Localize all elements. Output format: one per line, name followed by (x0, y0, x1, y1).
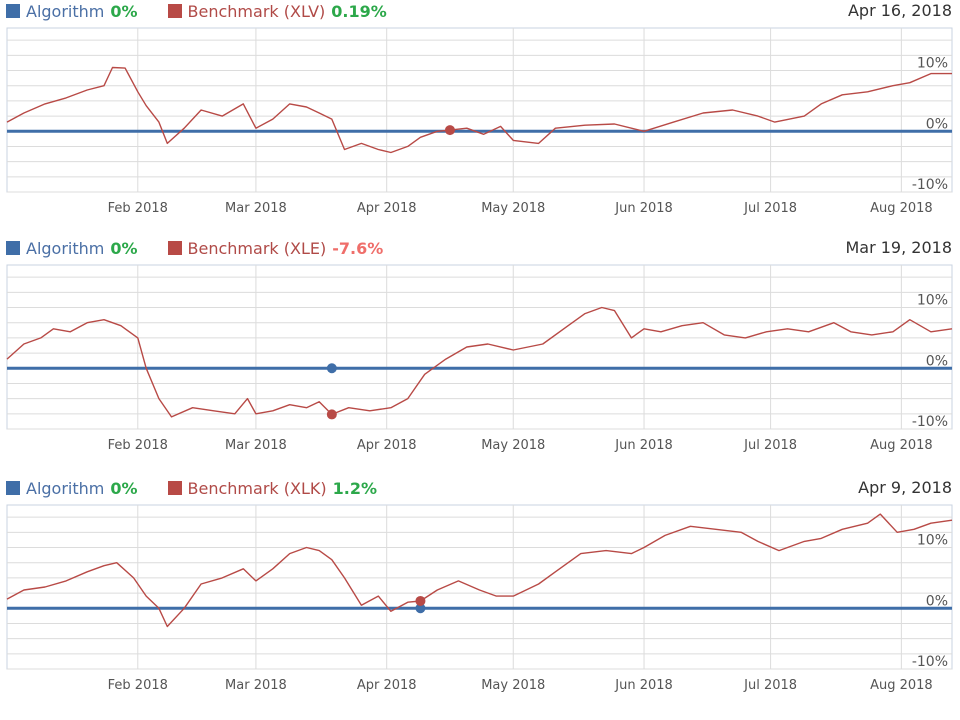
x-tick-label: May 2018 (481, 438, 545, 453)
x-tick-label: Feb 2018 (108, 438, 168, 453)
benchmark-swatch-icon (167, 481, 182, 495)
x-tick-label: Apr 2018 (357, 201, 417, 216)
x-tick-label: Jun 2018 (614, 201, 673, 216)
plot-area (6, 264, 953, 430)
x-tick-label: Mar 2018 (225, 438, 287, 453)
y-tick-label: 10% (917, 56, 948, 72)
algorithm-swatch-icon (6, 241, 20, 255)
algorithm-return: 0% (110, 1, 138, 21)
hover-date: Apr 16, 2018 (847, 1, 952, 20)
benchmark-label: Benchmark (XLK) (187, 478, 327, 498)
y-tick-label: -10% (912, 177, 948, 193)
benchmark-label: Benchmark (XLE) (187, 238, 327, 258)
x-tick-label: Jul 2018 (743, 201, 797, 216)
legend: Algorithm 0% Benchmark (XLK) 1.2% (6, 477, 407, 499)
y-tick-label: 0% (926, 353, 948, 369)
x-tick-label: May 2018 (481, 678, 545, 693)
y-tick-label: 0% (926, 116, 948, 132)
x-tick-label: Aug 2018 (870, 438, 933, 453)
plot-area (6, 504, 953, 670)
line-chart[interactable]: Feb 2018 Mar 2018 Apr 2018 May 2018 Jun 2018… (0, 499, 960, 719)
x-tick-label: Apr 2018 (357, 438, 417, 453)
x-tick-label: Mar 2018 (225, 678, 287, 693)
legend-benchmark[interactable]: Benchmark (XLE) -7.6% (167, 238, 384, 258)
x-tick-label: Aug 2018 (870, 678, 933, 693)
x-tick-label: May 2018 (481, 201, 545, 216)
y-tick-label: -10% (912, 414, 948, 430)
algorithm-return: 0% (110, 478, 138, 498)
x-tick-label: Mar 2018 (225, 201, 287, 216)
benchmark-label: Benchmark (XLV) (187, 1, 326, 21)
hover-date: Apr 9, 2018 (858, 478, 952, 497)
line-chart[interactable]: Feb 2018 Mar 2018 Apr 2018 May 2018 Jun 2018… (0, 22, 960, 242)
legend-algorithm[interactable]: Algorithm 0% (6, 2, 138, 21)
y-tick-label: 10% (917, 533, 948, 549)
x-tick-label: Jun 2018 (614, 438, 673, 453)
y-tick-label: 10% (917, 293, 948, 309)
x-tick-label: Apr 2018 (357, 678, 417, 693)
algorithm-label: Algorithm (26, 478, 105, 498)
algorithm-swatch-icon (6, 481, 20, 495)
benchmark-hover-marker (415, 595, 426, 606)
legend: Algorithm 0% Benchmark (XLE) -7.6% (6, 237, 413, 259)
legend-algorithm[interactable]: Algorithm 0% (6, 479, 138, 498)
y-tick-label: -10% (912, 654, 948, 670)
x-tick-label: Feb 2018 (108, 678, 168, 693)
benchmark-series-line (6, 66, 952, 154)
algorithm-return: 0% (110, 238, 138, 258)
x-tick-label: Aug 2018 (870, 201, 933, 216)
algorithm-label: Algorithm (26, 238, 105, 258)
benchmark-hover-marker (326, 409, 337, 420)
benchmark-return: 0.19% (331, 1, 387, 21)
algorithm-swatch-icon (6, 4, 20, 18)
x-tick-label: Jun 2018 (614, 678, 673, 693)
benchmark-return: 1.2% (332, 478, 377, 498)
algorithm-hover-marker (415, 603, 426, 614)
legend-algorithm[interactable]: Algorithm 0% (6, 239, 138, 258)
benchmark-hover-marker (444, 125, 455, 136)
x-tick-label: Feb 2018 (108, 201, 168, 216)
y-tick-label: 0% (926, 593, 948, 609)
algorithm-hover-marker (326, 363, 337, 374)
legend: Algorithm 0% Benchmark (XLV) 0.19% (6, 0, 417, 22)
benchmark-swatch-icon (167, 4, 182, 18)
benchmark-series-line (6, 306, 953, 418)
benchmark-return: -7.6% (332, 238, 384, 258)
benchmark-swatch-icon (167, 241, 182, 255)
algorithm-label: Algorithm (26, 1, 105, 21)
x-tick-label: Jul 2018 (743, 678, 797, 693)
x-tick-label: Jul 2018 (743, 438, 797, 453)
legend-benchmark[interactable]: Benchmark (XLK) 1.2% (167, 478, 377, 498)
line-chart[interactable]: Feb 2018 Mar 2018 Apr 2018 May 2018 Jun 2018… (0, 259, 960, 479)
hover-date: Mar 19, 2018 (845, 238, 952, 257)
legend-benchmark[interactable]: Benchmark (XLV) 0.19% (167, 1, 387, 21)
